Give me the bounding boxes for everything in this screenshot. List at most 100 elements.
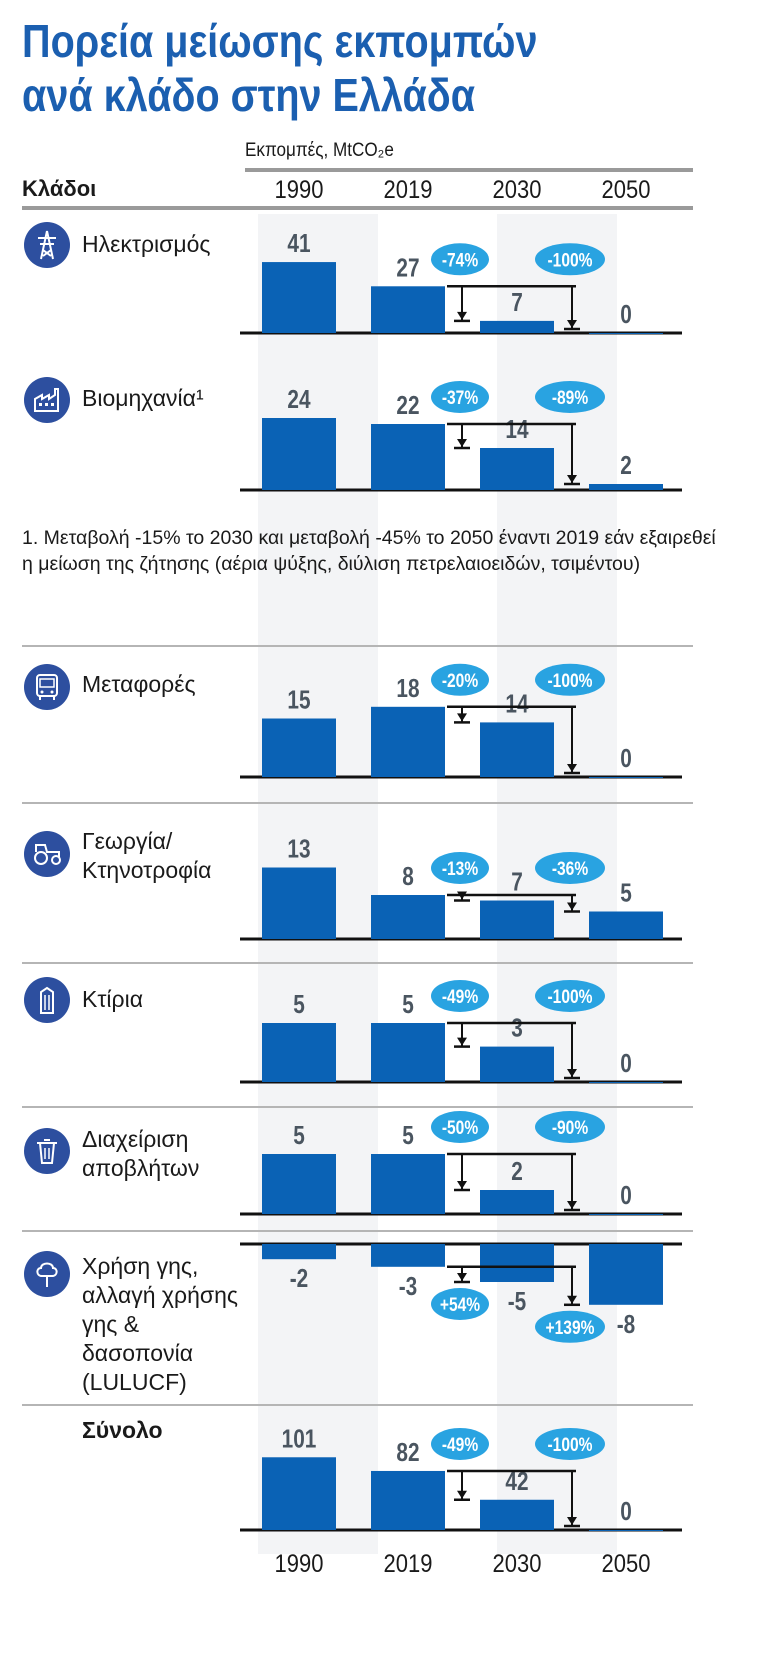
change-badge-label: -100% xyxy=(547,249,592,271)
change-badge xyxy=(431,980,489,1012)
bar-2019 xyxy=(371,1023,445,1082)
arrow-head xyxy=(457,1037,467,1046)
bar-2019 xyxy=(371,895,445,939)
arrow-head xyxy=(567,1517,577,1525)
column-header-sectors: Κλάδοι xyxy=(22,176,97,201)
footnote: 1. Μεταβολή -15% το 2030 και μεταβολή -4… xyxy=(22,527,716,575)
value-label: 5 xyxy=(402,990,414,1019)
change-badge xyxy=(431,1427,489,1460)
arrow-head xyxy=(457,891,467,900)
value-label: 27 xyxy=(396,253,419,282)
change-badge-label: -90% xyxy=(552,1117,588,1139)
divider xyxy=(22,1230,693,1232)
sector-label-total: Σύνολο xyxy=(82,1417,163,1443)
bar-2050 xyxy=(589,333,663,334)
change-badge-label: -100% xyxy=(547,1433,592,1455)
value-label: 0 xyxy=(620,300,632,329)
change-badge-label: -13% xyxy=(442,858,478,880)
arrow-head xyxy=(567,1201,577,1209)
divider xyxy=(22,962,693,964)
change-badge-label: -37% xyxy=(442,387,478,409)
value-label: 0 xyxy=(620,1049,632,1078)
bar-1990 xyxy=(262,262,336,333)
value-label: 2 xyxy=(511,1157,523,1186)
value-label: 5 xyxy=(402,1121,414,1150)
title-line-2: ανά κλάδο στην Ελλάδα xyxy=(22,69,476,121)
value-label: -3 xyxy=(399,1272,417,1301)
year-label-2050: 2050 xyxy=(601,176,651,204)
bar-1990 xyxy=(262,867,336,939)
bar-1990 xyxy=(262,1244,336,1260)
value-label: 7 xyxy=(511,867,523,896)
value-label: 24 xyxy=(287,385,310,414)
value-label: 22 xyxy=(396,391,419,420)
year-label-2030: 2030 xyxy=(492,176,542,204)
change-badge-label: -50% xyxy=(442,1117,478,1139)
power-tower-icon xyxy=(24,222,70,268)
bar-2050 xyxy=(589,911,663,939)
change-badge-label: -100% xyxy=(547,669,592,691)
bar-1990 xyxy=(262,1457,336,1530)
change-badge xyxy=(431,1288,489,1320)
divider xyxy=(22,645,693,647)
header-divider xyxy=(22,206,693,210)
value-label: 3 xyxy=(511,1013,523,1042)
value-label: 18 xyxy=(396,674,419,703)
building-icon xyxy=(24,977,70,1023)
change-badge-label: +54% xyxy=(440,1294,480,1316)
value-label: 14 xyxy=(505,689,528,718)
bar-2019 xyxy=(371,286,445,333)
year-label-1990: 1990 xyxy=(274,176,324,204)
change-badge-label: -74% xyxy=(442,249,478,271)
arrow-head xyxy=(567,1069,577,1077)
tree-icon xyxy=(24,1251,70,1297)
bar-1990 xyxy=(262,1023,336,1082)
year-label-1990: 1990 xyxy=(274,1550,324,1578)
bar-2030 xyxy=(480,1046,554,1082)
bar-2019 xyxy=(371,1244,445,1267)
change-badge xyxy=(535,243,605,276)
bar-1990 xyxy=(262,718,336,777)
arrow-head xyxy=(567,764,577,772)
factory-icon xyxy=(24,377,70,423)
change-badge xyxy=(431,852,489,884)
year-label-2050: 2050 xyxy=(601,1550,651,1578)
sector-label-waste: Διαχείριση αποβλήτων xyxy=(82,1126,200,1181)
change-badge xyxy=(431,243,489,276)
change-badge xyxy=(535,852,605,884)
value-label: 0 xyxy=(620,1497,632,1526)
change-badge-label: +139% xyxy=(546,1316,595,1338)
arrow-head xyxy=(567,475,577,483)
sector-label-buildings: Κτίρια xyxy=(82,986,144,1012)
bar-2030 xyxy=(480,1190,554,1214)
change-badge xyxy=(535,1111,605,1143)
value-label: 13 xyxy=(287,834,310,863)
bar-2019 xyxy=(371,424,445,490)
year-label-2019: 2019 xyxy=(383,1550,433,1578)
sector-label-lulucf: Χρήση γης, αλλαγή χρήσης γης & δασοπονία… xyxy=(82,1253,238,1395)
arrow-head xyxy=(567,1295,577,1304)
sector-label-electricity: Ηλεκτρισμός xyxy=(82,231,211,257)
value-label: -8 xyxy=(617,1310,635,1339)
arrow-head xyxy=(457,439,467,447)
bar-2050 xyxy=(589,484,663,490)
arrow-head xyxy=(567,902,577,911)
value-label: 2 xyxy=(620,451,632,480)
change-badge xyxy=(431,663,489,696)
value-label: 101 xyxy=(282,1424,317,1453)
value-label: 0 xyxy=(620,744,632,773)
bar-1990 xyxy=(262,1154,336,1214)
unit-label: Εκπομπές, MtCO₂e xyxy=(245,140,394,161)
bar-2050 xyxy=(589,1082,663,1083)
bar-2030 xyxy=(480,900,554,939)
divider xyxy=(22,1404,693,1406)
bar-2050 xyxy=(589,1214,663,1215)
arrow-head xyxy=(567,320,577,328)
divider xyxy=(22,1106,693,1108)
unit-divider xyxy=(245,168,693,172)
value-label: 42 xyxy=(505,1467,528,1496)
change-badge-label: -89% xyxy=(552,387,588,409)
change-badge xyxy=(535,1427,605,1460)
sector-label-agriculture: Γεωργία/ Κτηνοτροφία xyxy=(82,828,212,883)
value-label: -5 xyxy=(508,1287,526,1316)
